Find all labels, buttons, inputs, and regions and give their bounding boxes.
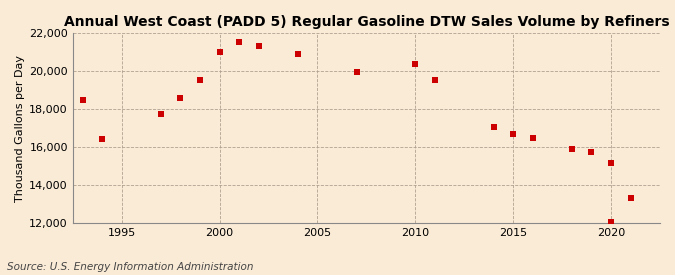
Point [488,125,499,129]
Point [77,97,88,102]
Point [155,112,166,116]
Point [214,50,225,54]
Title: Annual West Coast (PADD 5) Regular Gasoline DTW Sales Volume by Refiners: Annual West Coast (PADD 5) Regular Gasol… [63,15,669,29]
Point [586,150,597,154]
Point [429,78,440,83]
Point [508,131,518,136]
Point [566,147,577,151]
Point [97,137,107,142]
Y-axis label: Thousand Gallons per Day: Thousand Gallons per Day [15,54,25,202]
Point [234,40,244,45]
Point [351,70,362,74]
Point [253,44,264,48]
Point [410,62,421,67]
Text: Source: U.S. Energy Information Administration: Source: U.S. Energy Information Administ… [7,262,253,272]
Point [625,196,636,201]
Point [527,135,538,140]
Point [605,161,616,166]
Point [175,95,186,100]
Point [292,52,303,56]
Point [194,78,205,83]
Point [605,220,616,224]
